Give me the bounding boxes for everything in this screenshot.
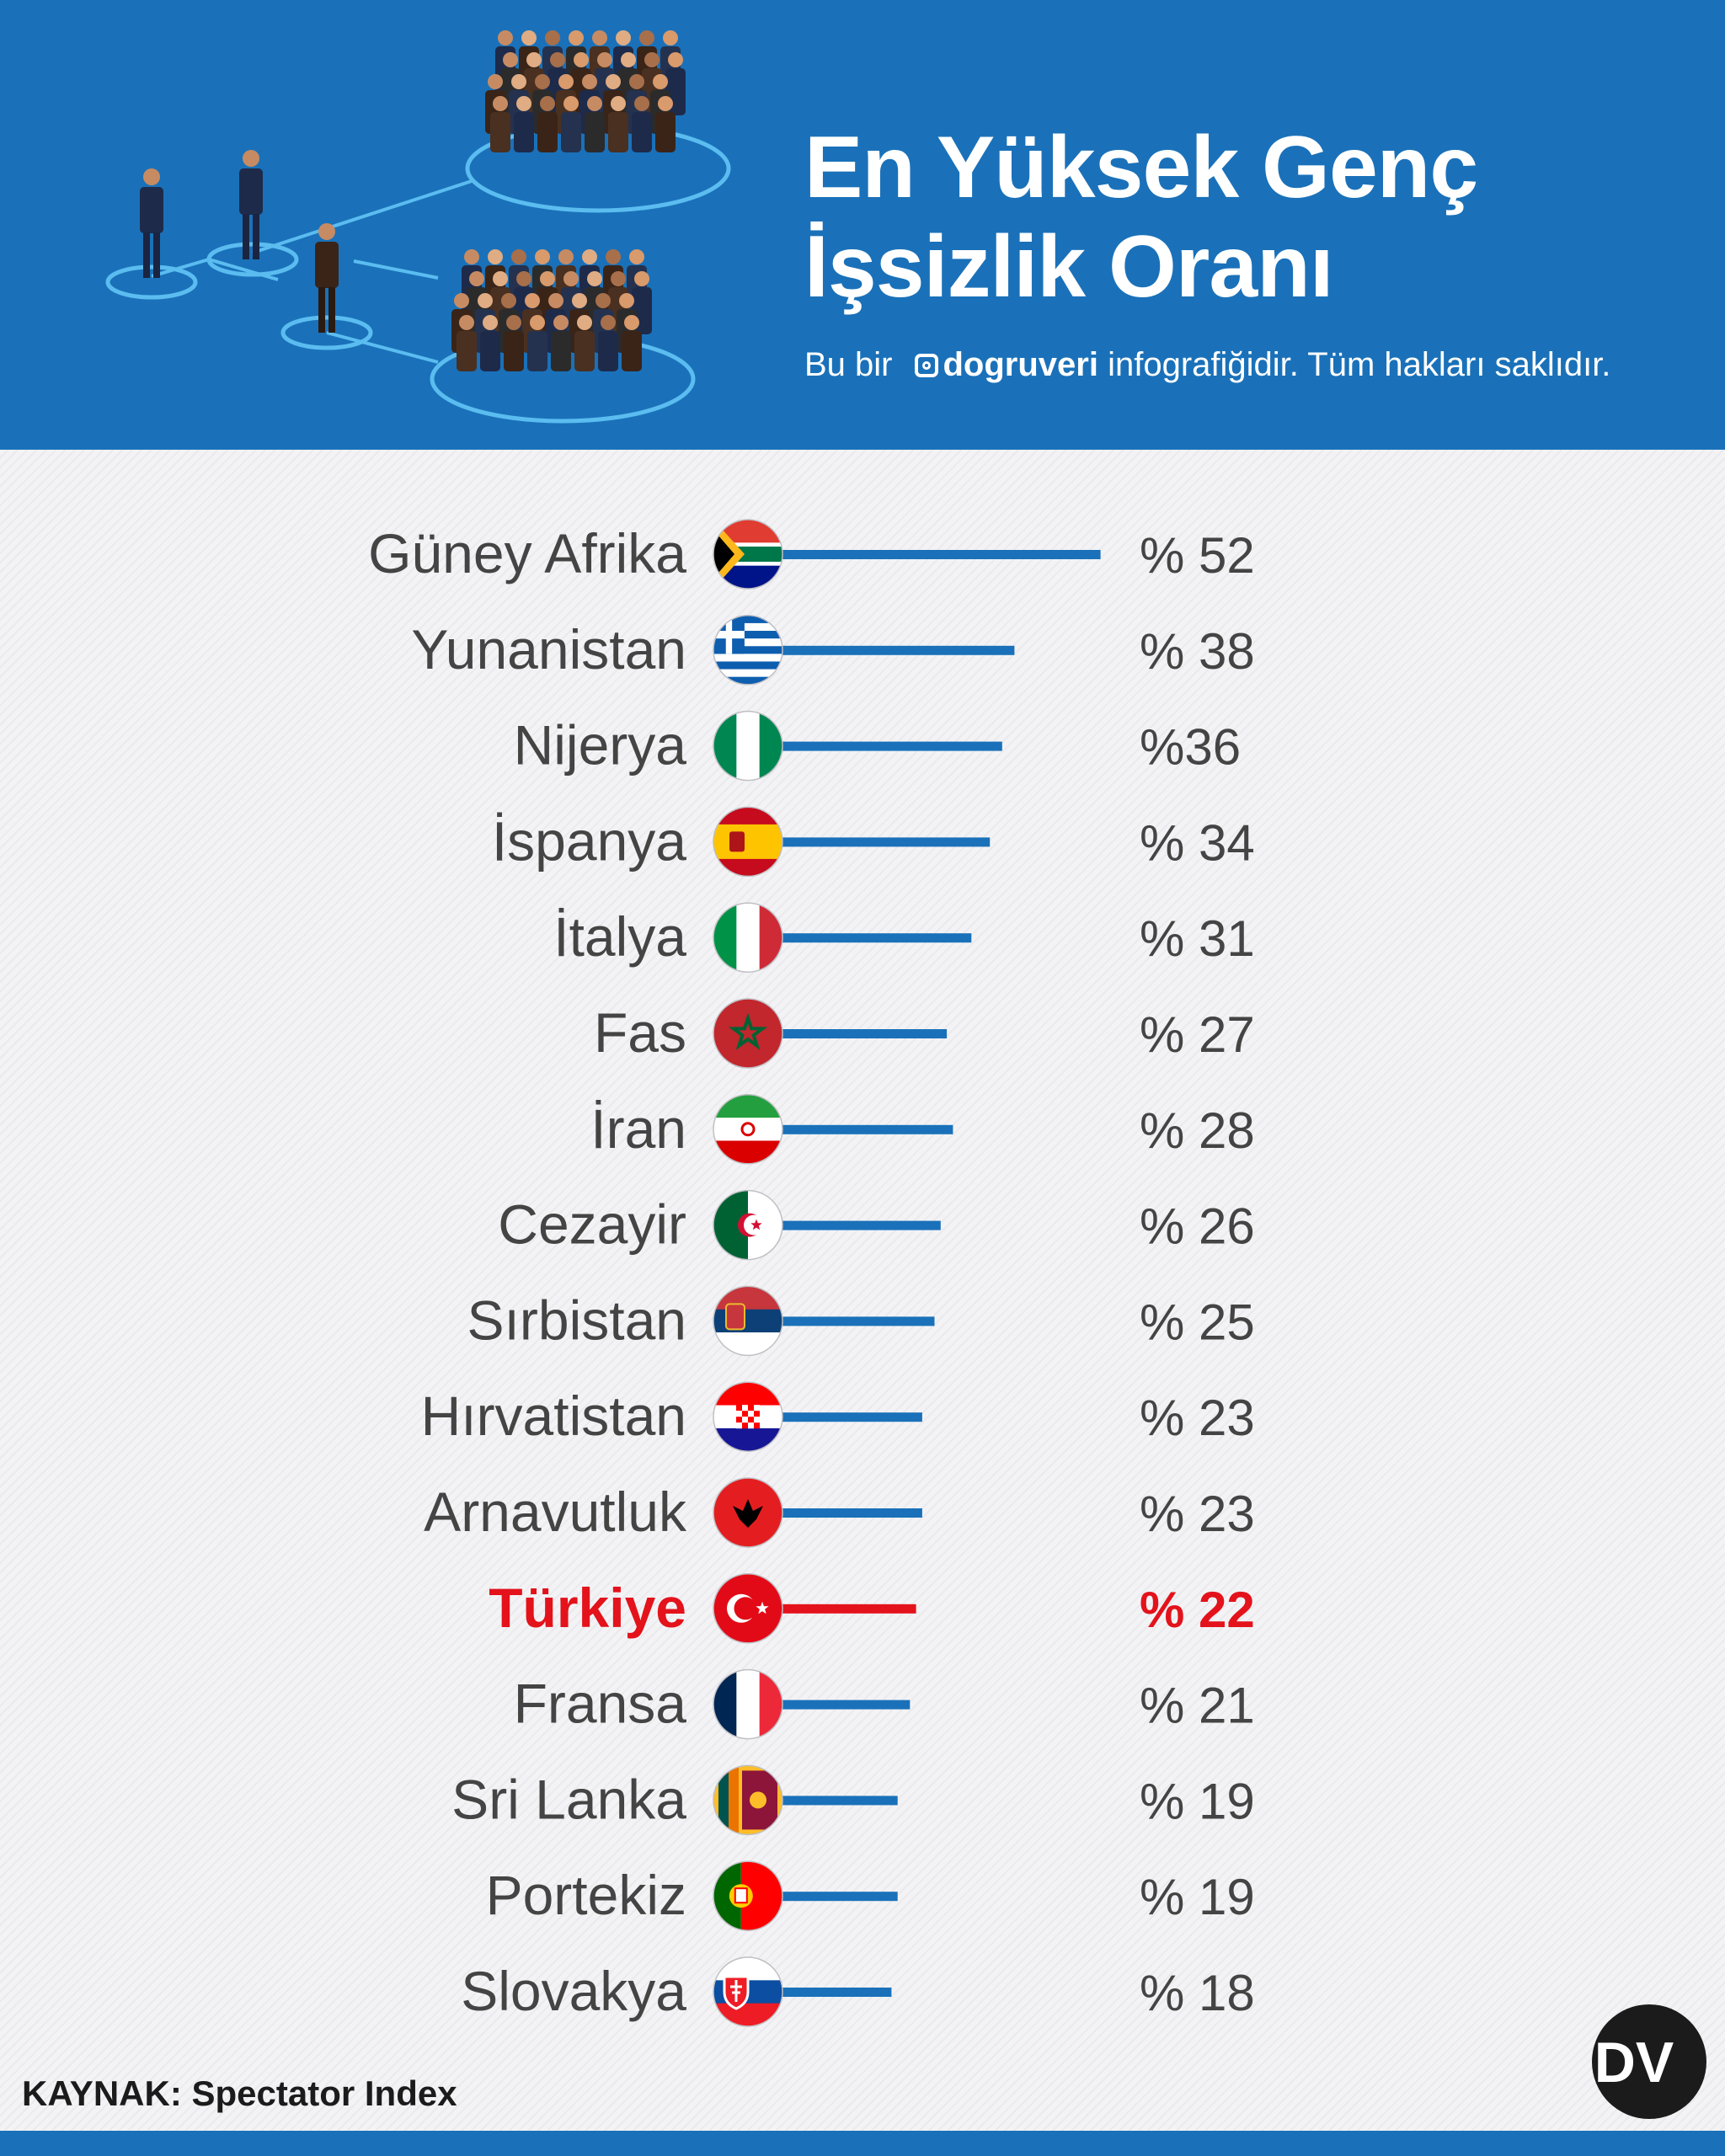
value-label: %36 <box>1140 719 1241 776</box>
bar <box>781 1796 898 1806</box>
footer-bar <box>0 2131 1725 2156</box>
italy-flag-icon <box>713 902 783 973</box>
chart-row: Güney Afrika % 52 <box>368 519 1255 590</box>
category-label: Fransa <box>514 1673 687 1735</box>
value-label: % 31 <box>1140 910 1255 967</box>
bar <box>781 1604 916 1614</box>
category-label: Cezayir <box>498 1193 686 1256</box>
chart-row: Sırbistan % 25 <box>467 1285 1255 1357</box>
title-line-2: İşsizlik Oranı <box>804 218 1334 316</box>
value-label: % 21 <box>1140 1678 1255 1734</box>
value-label: % 23 <box>1140 1486 1255 1542</box>
bar <box>781 1412 922 1422</box>
south-africa-flag-icon <box>713 519 783 590</box>
value-label: % 38 <box>1140 623 1255 680</box>
category-label: Arnavutluk <box>424 1481 687 1543</box>
bar <box>781 1316 935 1326</box>
bar <box>781 1892 898 1902</box>
category-label: İran <box>590 1097 686 1160</box>
value-label: % 23 <box>1140 1390 1255 1446</box>
turkey-flag-icon <box>713 1573 783 1644</box>
bar <box>781 645 1015 655</box>
value-label: % 19 <box>1140 1869 1255 1925</box>
greece-flag-icon <box>713 615 783 686</box>
page-title: En Yüksek Genç İşsizlik Oranı <box>804 118 1478 317</box>
bar <box>781 1220 941 1230</box>
chart-row: Fransa % 21 <box>514 1668 1255 1740</box>
algeria-flag-icon <box>713 1189 783 1261</box>
bar <box>781 933 972 943</box>
value-label: % 28 <box>1140 1102 1255 1159</box>
category-label: Slovakya <box>461 1960 686 2022</box>
youth-unemployment-bar-chart: Güney Afrika % 52 Yunanistan % 38 Nijerya %36… <box>368 519 1255 2027</box>
chart-row: İran % 28 <box>590 1094 1255 1165</box>
copyright-note: Bu bir dogruveri infografiğidir. Tüm hakl… <box>804 344 1610 386</box>
chart-row: Yunanistan % 38 <box>411 615 1255 686</box>
chart-row: Portekiz % 19 <box>486 1860 1255 1931</box>
value-label: % 26 <box>1140 1198 1255 1255</box>
category-label: Nijerya <box>514 714 687 776</box>
title-line-1: En Yüksek Genç <box>804 119 1478 216</box>
spain-flag-icon <box>713 806 783 878</box>
bar <box>781 1988 892 1997</box>
category-label: Güney Afrika <box>368 522 686 584</box>
chart-row: Fas % 27 <box>594 998 1255 1069</box>
bar <box>781 1700 911 1710</box>
category-label: Sri Lanka <box>451 1768 686 1830</box>
chart-row: Türkiye % 22 <box>489 1573 1255 1644</box>
source-value: Spectator Index <box>191 2073 457 2113</box>
logo-text: DV <box>1594 2031 1674 2095</box>
value-label: % 27 <box>1140 1006 1255 1063</box>
header-banner: En Yüksek Genç İşsizlik Oranı Bu bir dogr… <box>0 0 1725 450</box>
category-label: Türkiye <box>489 1577 686 1639</box>
category-label: İtalya <box>553 905 686 968</box>
source-label: KAYNAK: <box>22 2073 182 2113</box>
people-network-illustration <box>105 30 731 424</box>
nigeria-flag-icon <box>713 710 783 782</box>
bar <box>781 1508 922 1518</box>
france-flag-icon <box>713 1668 783 1740</box>
category-label: Portekiz <box>486 1864 686 1926</box>
chart-row: İtalya % 31 <box>553 902 1255 973</box>
albania-flag-icon <box>713 1477 783 1548</box>
chart-row: Arnavutluk % 23 <box>424 1477 1255 1548</box>
category-label: Fas <box>594 1001 686 1064</box>
serbia-flag-icon <box>713 1285 783 1357</box>
chart-row: Sri Lanka % 19 <box>451 1764 1255 1836</box>
value-label: % 19 <box>1140 1773 1255 1829</box>
brand-name: dogruveri <box>943 346 1098 383</box>
sri-lanka-flag-icon <box>713 1764 783 1836</box>
chart-row: Cezayir % 26 <box>498 1189 1255 1261</box>
chart-background <box>0 450 1725 2131</box>
bar <box>781 1029 948 1038</box>
instagram-icon <box>914 354 938 377</box>
bar <box>781 550 1101 559</box>
category-label: Sırbistan <box>467 1289 686 1351</box>
source-credit: KAYNAK: Spectator Index <box>22 2073 457 2114</box>
value-label: % 25 <box>1140 1294 1255 1350</box>
value-label: % 52 <box>1140 527 1255 584</box>
morocco-flag-icon <box>713 998 783 1069</box>
chart-row: İspanya % 34 <box>492 806 1255 878</box>
bar <box>781 741 1002 751</box>
value-label: % 18 <box>1140 1965 1255 2021</box>
value-label: % 34 <box>1140 814 1255 871</box>
chart-row: Slovakya % 18 <box>461 1956 1255 2027</box>
chart-row: Hırvatistan % 23 <box>421 1381 1255 1452</box>
subtitle-prefix: Bu bir <box>804 346 893 383</box>
slovakia-flag-icon <box>713 1956 783 2027</box>
iran-flag-icon <box>713 1094 783 1165</box>
category-label: İspanya <box>492 809 686 872</box>
value-label: % 22 <box>1140 1582 1255 1638</box>
chart-row: Nijerya %36 <box>514 710 1241 782</box>
croatia-flag-icon <box>713 1381 783 1452</box>
portugal-flag-icon <box>713 1860 783 1931</box>
dv-logo: DV <box>1592 2004 1706 2119</box>
subtitle-suffix: infografiğidir. Tüm hakları saklıdır. <box>1108 346 1611 383</box>
bar <box>781 1124 953 1134</box>
bar <box>781 837 991 847</box>
category-label: Yunanistan <box>411 618 686 680</box>
category-label: Hırvatistan <box>421 1385 686 1447</box>
